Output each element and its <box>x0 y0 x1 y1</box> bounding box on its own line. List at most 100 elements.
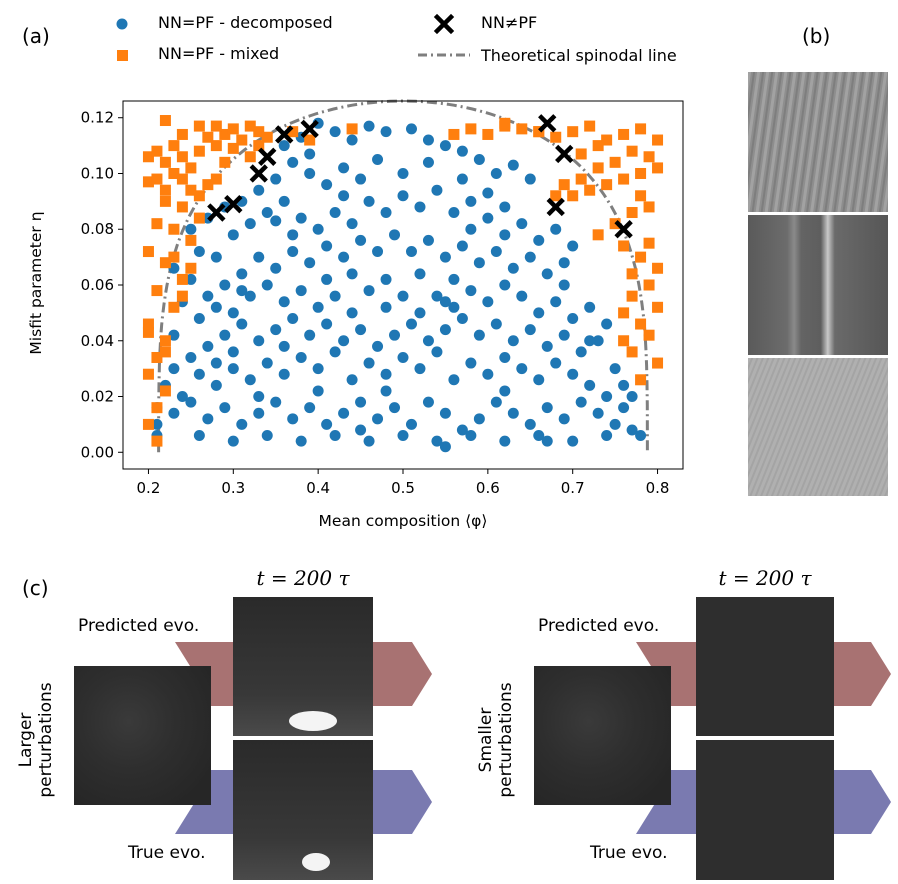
point-decomposed <box>431 184 443 196</box>
point-decomposed <box>439 251 451 263</box>
point-decomposed <box>482 187 494 199</box>
point-decomposed <box>185 223 197 235</box>
point-decomposed <box>490 246 502 258</box>
point-decomposed <box>448 207 460 219</box>
point-mixed <box>635 167 647 179</box>
point-mixed <box>516 123 528 135</box>
point-mismatch <box>538 114 557 133</box>
point-decomposed <box>499 229 511 241</box>
point-decomposed <box>227 435 239 447</box>
point-decomposed <box>355 234 367 246</box>
point-decomposed <box>253 407 265 419</box>
true-label-right: True evo. <box>590 843 668 863</box>
x-tick-label: 0.3 <box>221 479 245 497</box>
point-mixed <box>176 128 188 140</box>
point-mixed <box>202 131 214 143</box>
initial-state-smaller-image <box>534 666 671 805</box>
point-decomposed <box>261 279 273 291</box>
point-decomposed <box>338 190 350 202</box>
point-decomposed <box>287 229 299 241</box>
point-mixed <box>176 290 188 302</box>
point-decomposed <box>465 223 477 235</box>
point-decomposed <box>609 363 621 375</box>
point-decomposed <box>405 246 417 258</box>
point-decomposed <box>575 346 587 358</box>
point-decomposed <box>380 385 392 397</box>
point-decomposed <box>372 340 384 352</box>
point-decomposed <box>329 290 341 302</box>
point-decomposed <box>372 413 384 425</box>
point-decomposed <box>524 418 536 430</box>
true-evolution-smaller-image <box>696 740 834 880</box>
point-decomposed <box>219 329 231 341</box>
point-mixed <box>304 134 316 146</box>
legend-mixed-label: NN=PF - mixed <box>158 44 280 63</box>
point-decomposed <box>312 363 324 375</box>
point-mixed <box>159 184 171 196</box>
point-mismatch <box>546 197 565 217</box>
point-mixed <box>465 123 477 135</box>
point-decomposed <box>236 268 248 280</box>
point-decomposed <box>584 379 596 391</box>
point-mixed <box>159 115 171 127</box>
point-mixed <box>193 120 205 132</box>
panel-c-graphics <box>74 597 891 880</box>
point-decomposed <box>533 374 545 386</box>
point-decomposed <box>355 324 367 336</box>
point-decomposed <box>575 396 587 408</box>
scatter-chart: 0.2 0.3 0.4 0.5 0.6 0.7 0.8 0.00 0.02 0.04 0.06 0.0… <box>81 99 684 497</box>
point-decomposed <box>346 218 358 230</box>
point-decomposed <box>601 318 613 330</box>
point-mixed <box>159 346 171 358</box>
point-decomposed <box>465 285 477 297</box>
point-mixed <box>176 201 188 213</box>
point-mixed <box>210 140 222 152</box>
point-decomposed <box>541 402 553 414</box>
point-decomposed <box>456 312 468 324</box>
point-mismatch <box>614 220 633 239</box>
point-decomposed <box>227 363 239 375</box>
point-decomposed <box>329 346 341 358</box>
point-mismatch <box>555 144 574 164</box>
point-decomposed <box>185 396 197 408</box>
point-decomposed <box>516 290 528 302</box>
legend-spinodal-line <box>418 53 470 57</box>
legend-decomposed-label: NN=PF - decomposed <box>158 13 333 32</box>
point-decomposed <box>287 413 299 425</box>
point-mixed <box>448 128 460 140</box>
point-mixed <box>618 173 630 185</box>
point-decomposed <box>414 268 426 280</box>
point-mismatch <box>258 147 277 166</box>
point-decomposed <box>482 296 494 308</box>
point-decomposed <box>448 301 460 313</box>
point-decomposed <box>329 430 341 442</box>
point-mixed <box>609 156 621 168</box>
point-decomposed <box>626 391 638 403</box>
y-axis-label: Misfit parameter η <box>27 211 45 355</box>
point-decomposed <box>567 240 579 252</box>
point-decomposed <box>592 335 604 347</box>
point-decomposed <box>422 134 434 146</box>
point-decomposed <box>422 396 434 408</box>
point-decomposed <box>168 407 180 419</box>
chart-legend: NN=PF - decomposed NN=PF - mixed NN≠PF T… <box>112 10 752 72</box>
point-decomposed <box>193 246 205 258</box>
point-mixed <box>499 117 511 129</box>
point-decomposed <box>270 262 282 274</box>
point-mixed <box>159 156 171 168</box>
point-mixed <box>151 173 163 185</box>
microstructure-fine-stripes-image <box>748 358 888 496</box>
point-decomposed <box>151 418 163 430</box>
predicted-label-right: Predicted evo. <box>538 616 660 636</box>
point-mixed <box>168 167 180 179</box>
point-mixed <box>168 223 180 235</box>
point-mixed <box>193 212 205 224</box>
point-mixed <box>244 151 256 163</box>
point-mixed <box>227 123 239 135</box>
point-mixed <box>550 190 562 202</box>
point-decomposed <box>287 246 299 258</box>
y-tick-label: 0.02 <box>81 388 114 406</box>
legend-decomposed-marker <box>116 18 128 30</box>
point-decomposed <box>312 385 324 397</box>
point-decomposed <box>499 351 511 363</box>
